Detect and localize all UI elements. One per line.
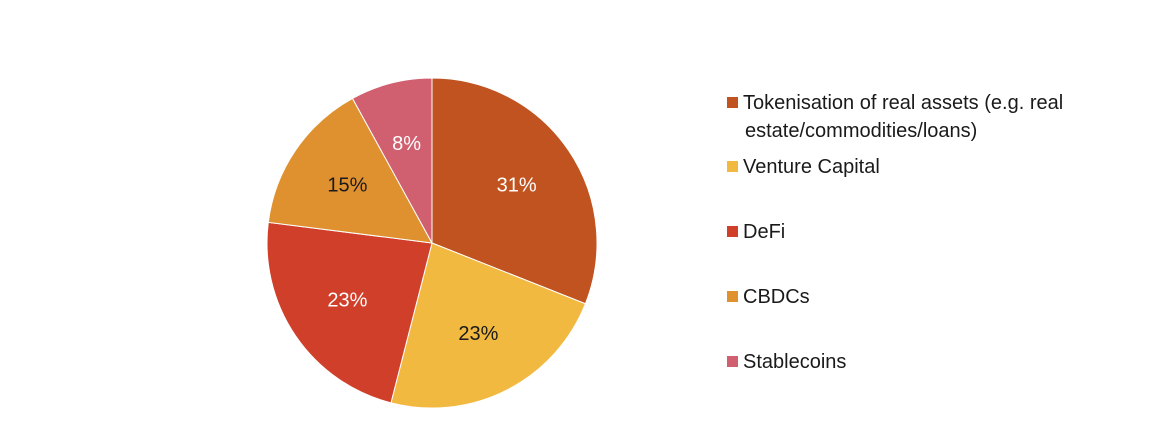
- legend-item-defi: DeFi: [727, 221, 785, 243]
- legend-swatch: [727, 226, 738, 237]
- legend-swatch: [727, 161, 738, 172]
- slice-label-stablecoins: 8%: [392, 133, 421, 155]
- slice-label-venture-capital: 23%: [458, 323, 498, 345]
- pie-slices: [266, 77, 598, 409]
- pie-slice-labels: 31% 23% 23% 15% 8%: [327, 133, 536, 345]
- legend-label: CBDCs: [743, 286, 810, 308]
- legend: Tokenisation of real assets (e.g. real es…: [727, 92, 1063, 373]
- slice-label-tokenisation-of-real-assets: 31%: [497, 174, 537, 196]
- legend-label: Venture Capital: [743, 156, 880, 178]
- legend-item-stablecoins: Stablecoins: [727, 351, 846, 373]
- pie-slice-cbdcs: [267, 97, 433, 244]
- pie-slice-defi: [266, 221, 433, 404]
- legend-swatch: [727, 356, 738, 367]
- legend-label: DeFi: [743, 221, 785, 243]
- slice-label-defi: 23%: [327, 290, 367, 312]
- legend-item-cbdcs: CBDCs: [727, 286, 810, 308]
- legend-label: Stablecoins: [743, 351, 846, 373]
- legend-label: Tokenisation of real assets (e.g. real es…: [743, 92, 1063, 142]
- pie-slice-venture-capital: [390, 242, 587, 409]
- pie-slice-stablecoins: [351, 77, 433, 244]
- legend-swatch: [727, 291, 738, 302]
- slice-label-cbdcs: 15%: [327, 174, 367, 196]
- legend-item-tokenisation-of-real-assets: Tokenisation of real assets (e.g. real es…: [727, 92, 1063, 142]
- pie-slice-tokenisation-of-real-assets: [431, 77, 598, 305]
- legend-item-venture-capital: Venture Capital: [727, 156, 880, 178]
- legend-swatch: [727, 97, 738, 108]
